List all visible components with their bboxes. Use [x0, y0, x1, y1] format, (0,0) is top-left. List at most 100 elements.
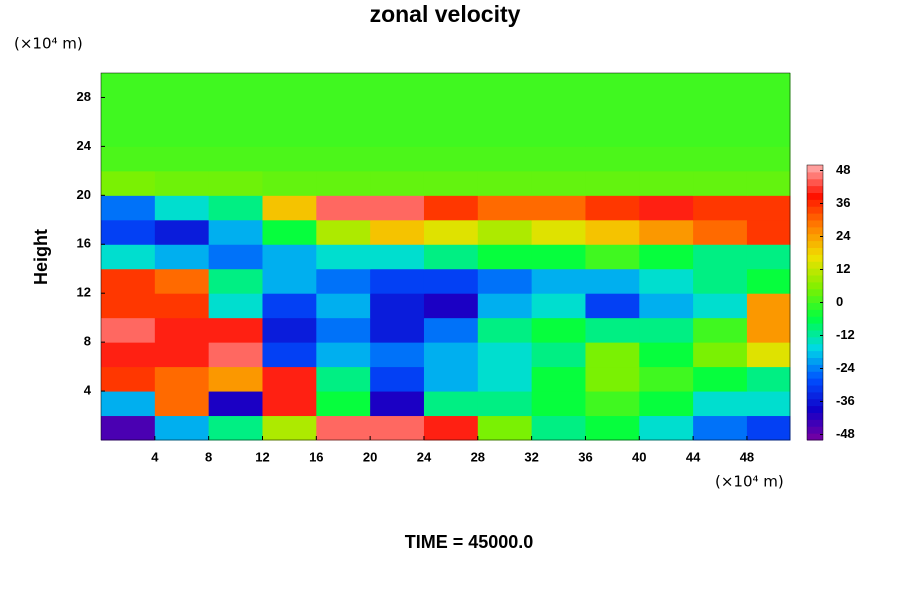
x-tick-label: 32 [524, 449, 538, 464]
heatmap-cell [531, 170, 586, 196]
heatmap-cell [370, 170, 425, 196]
heatmap-cell [423, 195, 479, 221]
heatmap-cell [477, 317, 533, 343]
heatmap-cell [316, 317, 371, 343]
heatmap-cell [585, 415, 640, 441]
heatmap-cell [423, 121, 479, 147]
colorbar-swatch [807, 309, 823, 317]
heatmap-cell [693, 415, 748, 441]
heatmap-cell [585, 391, 640, 417]
x-tick-label: 36 [578, 449, 592, 464]
heatmap-cell [531, 73, 586, 98]
heatmap-cell [262, 146, 317, 172]
heatmap-cell [477, 244, 533, 270]
colorbar-swatch [807, 412, 823, 420]
heatmap-cell [262, 366, 317, 392]
heatmap-cell [693, 219, 748, 245]
colorbar-swatch [807, 357, 823, 365]
heatmap-cell [477, 195, 533, 221]
heatmap-cell [639, 195, 694, 221]
heatmap-cell [585, 293, 640, 319]
heatmap-cell [639, 366, 694, 392]
heatmap-cell [477, 73, 533, 98]
colorbar-swatch [807, 378, 823, 386]
footer: TIME = 45000.0 [405, 532, 534, 552]
colorbar-swatch [807, 419, 823, 427]
heatmap-cell [316, 73, 371, 98]
heatmap-cell [693, 268, 748, 294]
heatmap-cell [531, 366, 586, 392]
colorbar-swatch [807, 199, 823, 207]
heatmap-cell [531, 219, 586, 245]
heatmap-cell [262, 415, 317, 441]
heatmap-cell [370, 219, 425, 245]
heatmap-cell [101, 97, 156, 123]
colorbar-tick-label: -24 [836, 360, 856, 375]
colorbar-tick-label: 12 [836, 261, 850, 276]
colorbar-swatch [807, 254, 823, 262]
heatmap-cell [154, 121, 210, 147]
y-tick-label: 28 [77, 89, 91, 104]
heatmap-cell [639, 97, 694, 123]
heatmap-cell [262, 268, 317, 294]
heatmap-cell [316, 195, 371, 221]
heatmap-cell [531, 121, 586, 147]
heatmap-cell [477, 293, 533, 319]
heatmap-cell [208, 293, 263, 319]
heatmap-cell [746, 293, 791, 319]
heatmap-cell [639, 244, 694, 270]
colorbar-swatch [807, 295, 823, 303]
heatmap-cell [370, 268, 425, 294]
heatmap-cell [746, 146, 791, 172]
heatmap-cell [316, 268, 371, 294]
heatmap-cell [639, 268, 694, 294]
x-tick-label: 16 [309, 449, 323, 464]
heatmap-cell [585, 121, 640, 147]
heatmap-cell [208, 195, 263, 221]
colorbar-swatch [807, 192, 823, 200]
y-tick-label: 20 [77, 187, 91, 202]
colorbar-swatch [807, 213, 823, 221]
heatmap-cell [370, 146, 425, 172]
heatmap-cell [639, 121, 694, 147]
heatmap-cell [477, 97, 533, 123]
heatmap-cell [101, 317, 156, 343]
colorbar-swatch [807, 323, 823, 331]
heatmap-cell [208, 170, 263, 196]
heatmap-cell [262, 244, 317, 270]
colorbar-tick-label: -48 [836, 426, 855, 441]
heatmap-cell [477, 391, 533, 417]
y-axis-label: Height [31, 229, 51, 285]
heatmap-cell [423, 342, 479, 368]
heatmap-cell [746, 195, 791, 221]
heatmap-cell [423, 293, 479, 319]
heatmap-cell [316, 342, 371, 368]
heatmap-cell [746, 170, 791, 196]
heatmap-cell [154, 97, 210, 123]
heatmap-cell [693, 73, 748, 98]
heatmap-cell [208, 391, 263, 417]
heatmap-cell [154, 73, 210, 98]
heatmap-cell [639, 219, 694, 245]
heatmap-cell [316, 415, 371, 441]
y-unit: (×10⁴ m) [14, 35, 83, 53]
heatmap-cell [423, 146, 479, 172]
heatmap-cell [208, 146, 263, 172]
colorbar-swatch [807, 288, 823, 297]
heatmap-cell [370, 97, 425, 123]
heatmap-cell [370, 366, 425, 392]
heatmap-cell [585, 170, 640, 196]
heatmap-cell [208, 415, 263, 441]
heatmap-cell [262, 121, 317, 147]
y-tick-label: 16 [77, 236, 91, 251]
x-tick-label: 12 [255, 449, 269, 464]
heatmap-cell [531, 342, 586, 368]
heatmap-cell [477, 146, 533, 172]
heatmap-cell [154, 415, 210, 441]
heatmap-cell [531, 195, 586, 221]
colorbar-swatch [807, 206, 823, 214]
heatmap-cell [370, 293, 425, 319]
heatmap-cell [585, 146, 640, 172]
heatmap-cell [423, 268, 479, 294]
